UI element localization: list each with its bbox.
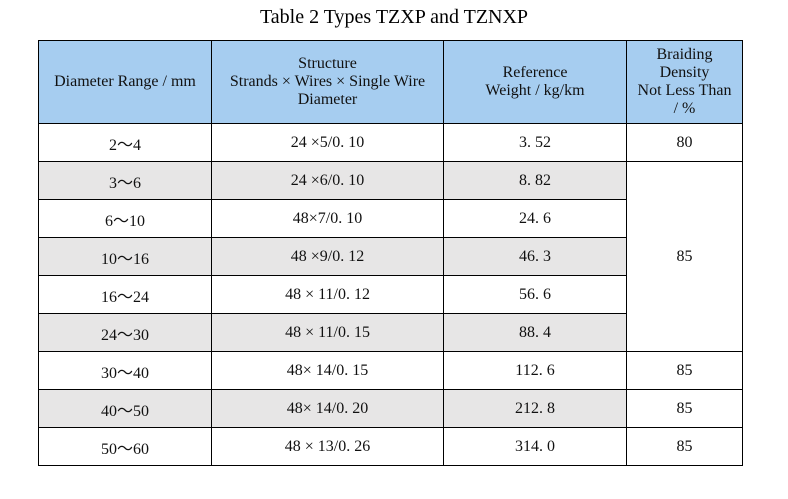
table-cell: 50～60 bbox=[38, 427, 212, 466]
header-cell: Structure Strands × Wires × Single Wire Di… bbox=[211, 40, 444, 124]
table-cell: 48 × 13/0. 26 bbox=[211, 427, 444, 466]
table-cell: 46. 3 bbox=[443, 237, 627, 276]
header-cell: Braiding Density Not Less Than / % bbox=[626, 40, 743, 124]
header-cell: Diameter Range / mm bbox=[38, 40, 212, 124]
header-line: Braiding bbox=[656, 46, 713, 63]
table-cell: 30～40 bbox=[38, 351, 212, 390]
table-cell: 85 bbox=[626, 351, 743, 390]
data-table: Diameter Range / mm Structure Strands × Wi… bbox=[38, 40, 743, 466]
table-cell: 3～6 bbox=[38, 161, 212, 200]
table-title: Table 2 Types TZXP and TZNXP bbox=[259, 6, 529, 28]
table-body: 2～4 24 ×5/0. 10 3. 52 80 3～6 24 ×6/0. 10 8. 82… bbox=[38, 123, 743, 466]
table-cell: 40～50 bbox=[38, 389, 212, 428]
table-cell: 80 bbox=[626, 123, 743, 162]
table-cell: 112. 6 bbox=[443, 351, 627, 390]
table-cell: 48× 14/0. 15 bbox=[211, 351, 444, 390]
table-row: 3～6 24 ×6/0. 10 8. 82 85 bbox=[38, 161, 743, 352]
table-cell: 48 × 11/0. 12 bbox=[211, 275, 444, 314]
table-cell: 48 × 11/0. 15 bbox=[211, 313, 444, 352]
table-row: 16～24 48 × 11/0. 12 56. 6 bbox=[38, 275, 743, 314]
table-cell: 314. 0 bbox=[443, 427, 627, 466]
table-row: 40～50 48× 14/0. 20 212. 8 85 bbox=[38, 389, 743, 428]
table-cell: 85 bbox=[626, 427, 743, 466]
header-line: Density bbox=[659, 64, 710, 81]
header-line: / % bbox=[673, 100, 696, 117]
table-cell: 24. 6 bbox=[443, 199, 627, 238]
table-cell: 85 bbox=[626, 389, 743, 428]
table-cell: 85 bbox=[626, 161, 743, 352]
header-cell: Reference Weight / kg/km bbox=[443, 40, 627, 124]
table-cell: 2～4 bbox=[38, 123, 212, 162]
header-line: Not Less Than bbox=[637, 82, 732, 99]
header-line: Diameter Range / mm bbox=[54, 73, 196, 90]
header-line: Strands × Wires × Single Wire bbox=[229, 73, 426, 90]
table-cell: 6～10 bbox=[38, 199, 212, 238]
table-cell: 88. 4 bbox=[443, 313, 627, 352]
header-row: Diameter Range / mm Structure Strands × Wi… bbox=[38, 40, 743, 124]
table-row: 2～4 24 ×5/0. 10 3. 52 80 bbox=[38, 123, 743, 162]
table-row: 10～16 48 ×9/0. 12 46. 3 bbox=[38, 237, 743, 276]
table-header: Diameter Range / mm Structure Strands × Wi… bbox=[38, 40, 743, 124]
header-line: Diameter bbox=[297, 91, 358, 108]
table-row: 24～30 48 × 11/0. 15 88. 4 bbox=[38, 313, 743, 352]
table-cell: 56. 6 bbox=[443, 275, 627, 314]
table-cell: 212. 8 bbox=[443, 389, 627, 428]
table-cell: 8. 82 bbox=[443, 161, 627, 200]
header-line: Reference bbox=[502, 64, 568, 81]
header-line: Weight / kg/km bbox=[485, 82, 585, 99]
table-cell: 48 ×9/0. 12 bbox=[211, 237, 444, 276]
table-cell: 48×7/0. 10 bbox=[211, 199, 444, 238]
table-row: 6～10 48×7/0. 10 24. 6 bbox=[38, 199, 743, 238]
table-row: 50～60 48 × 13/0. 26 314. 0 85 bbox=[38, 427, 743, 466]
table-cell: 24 ×6/0. 10 bbox=[211, 161, 444, 200]
table-cell: 10～16 bbox=[38, 237, 212, 276]
table-cell: 24 ×5/0. 10 bbox=[211, 123, 444, 162]
table-cell: 16～24 bbox=[38, 275, 212, 314]
table-row: 30～40 48× 14/0. 15 112. 6 85 bbox=[38, 351, 743, 390]
table-cell: 48× 14/0. 20 bbox=[211, 389, 444, 428]
header-line: Structure bbox=[298, 55, 357, 72]
table-cell: 3. 52 bbox=[443, 123, 627, 162]
table-cell: 24～30 bbox=[38, 313, 212, 352]
